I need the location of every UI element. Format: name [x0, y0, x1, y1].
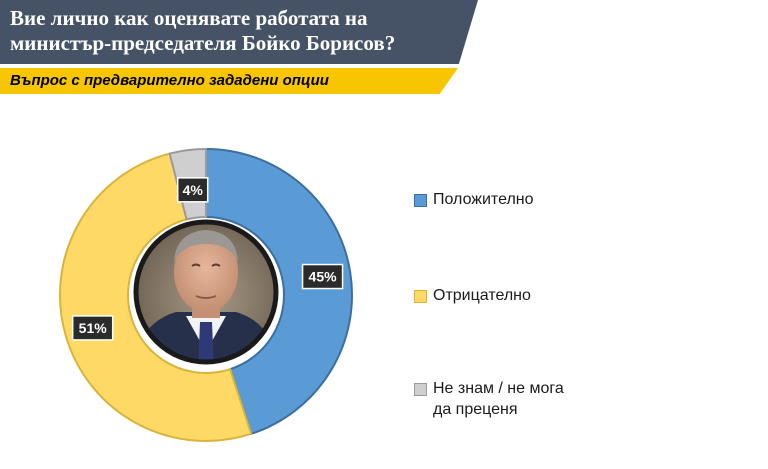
label-positive-text: 45%	[309, 269, 338, 285]
title-line-1: Вие лично как оценявате работата на	[10, 6, 368, 30]
legend-item-positive: Положително	[414, 189, 534, 210]
subtitle-banner: Въпрос с предварително зададени опции	[0, 68, 458, 94]
slice-negative	[59, 152, 253, 442]
slice-positive	[205, 147, 353, 436]
title-line-2: министър-председателя Бойко Борисов?	[10, 31, 396, 55]
data-labels-group: 45% 51% 4%	[71, 177, 344, 341]
legend-item-negative-swatch	[414, 290, 427, 303]
legend-item-positive-swatch	[414, 194, 427, 207]
label-positive-box	[301, 263, 344, 290]
chart-title: Вие лично как оценявате работата на мини…	[10, 6, 470, 56]
legend-item-negative-label: Отрицателно	[433, 285, 531, 306]
label-unknown: 4%	[176, 177, 209, 203]
legend-item-unknown: Не знам / не мога да преценя	[414, 378, 564, 420]
legend-item-unknown-line2: да преценя	[433, 401, 518, 418]
photo-ring	[133, 219, 279, 365]
legend-item-positive-label: Положително	[433, 189, 534, 210]
legend-item-negative-line1: Отрицателно	[433, 287, 531, 304]
chart-subtitle: Въпрос с предварително зададени опции	[10, 72, 329, 89]
legend-item-negative: Отрицателно	[414, 285, 531, 306]
label-negative-text: 51%	[79, 320, 108, 336]
legend-item-unknown-swatch	[414, 383, 427, 396]
label-unknown-box	[176, 177, 209, 203]
label-unknown-text: 4%	[183, 182, 204, 198]
label-positive: 45%	[301, 263, 344, 290]
legend-item-positive-line1: Положително	[433, 191, 534, 208]
label-negative-box	[71, 315, 114, 341]
legend-item-unknown-line1: Не знам / не мога	[433, 380, 564, 397]
title-banner: Вие лично как оценявате работата на мини…	[0, 0, 478, 64]
legend-item-unknown-label: Не знам / не мога да преценя	[433, 378, 564, 420]
label-negative: 51%	[71, 315, 114, 341]
